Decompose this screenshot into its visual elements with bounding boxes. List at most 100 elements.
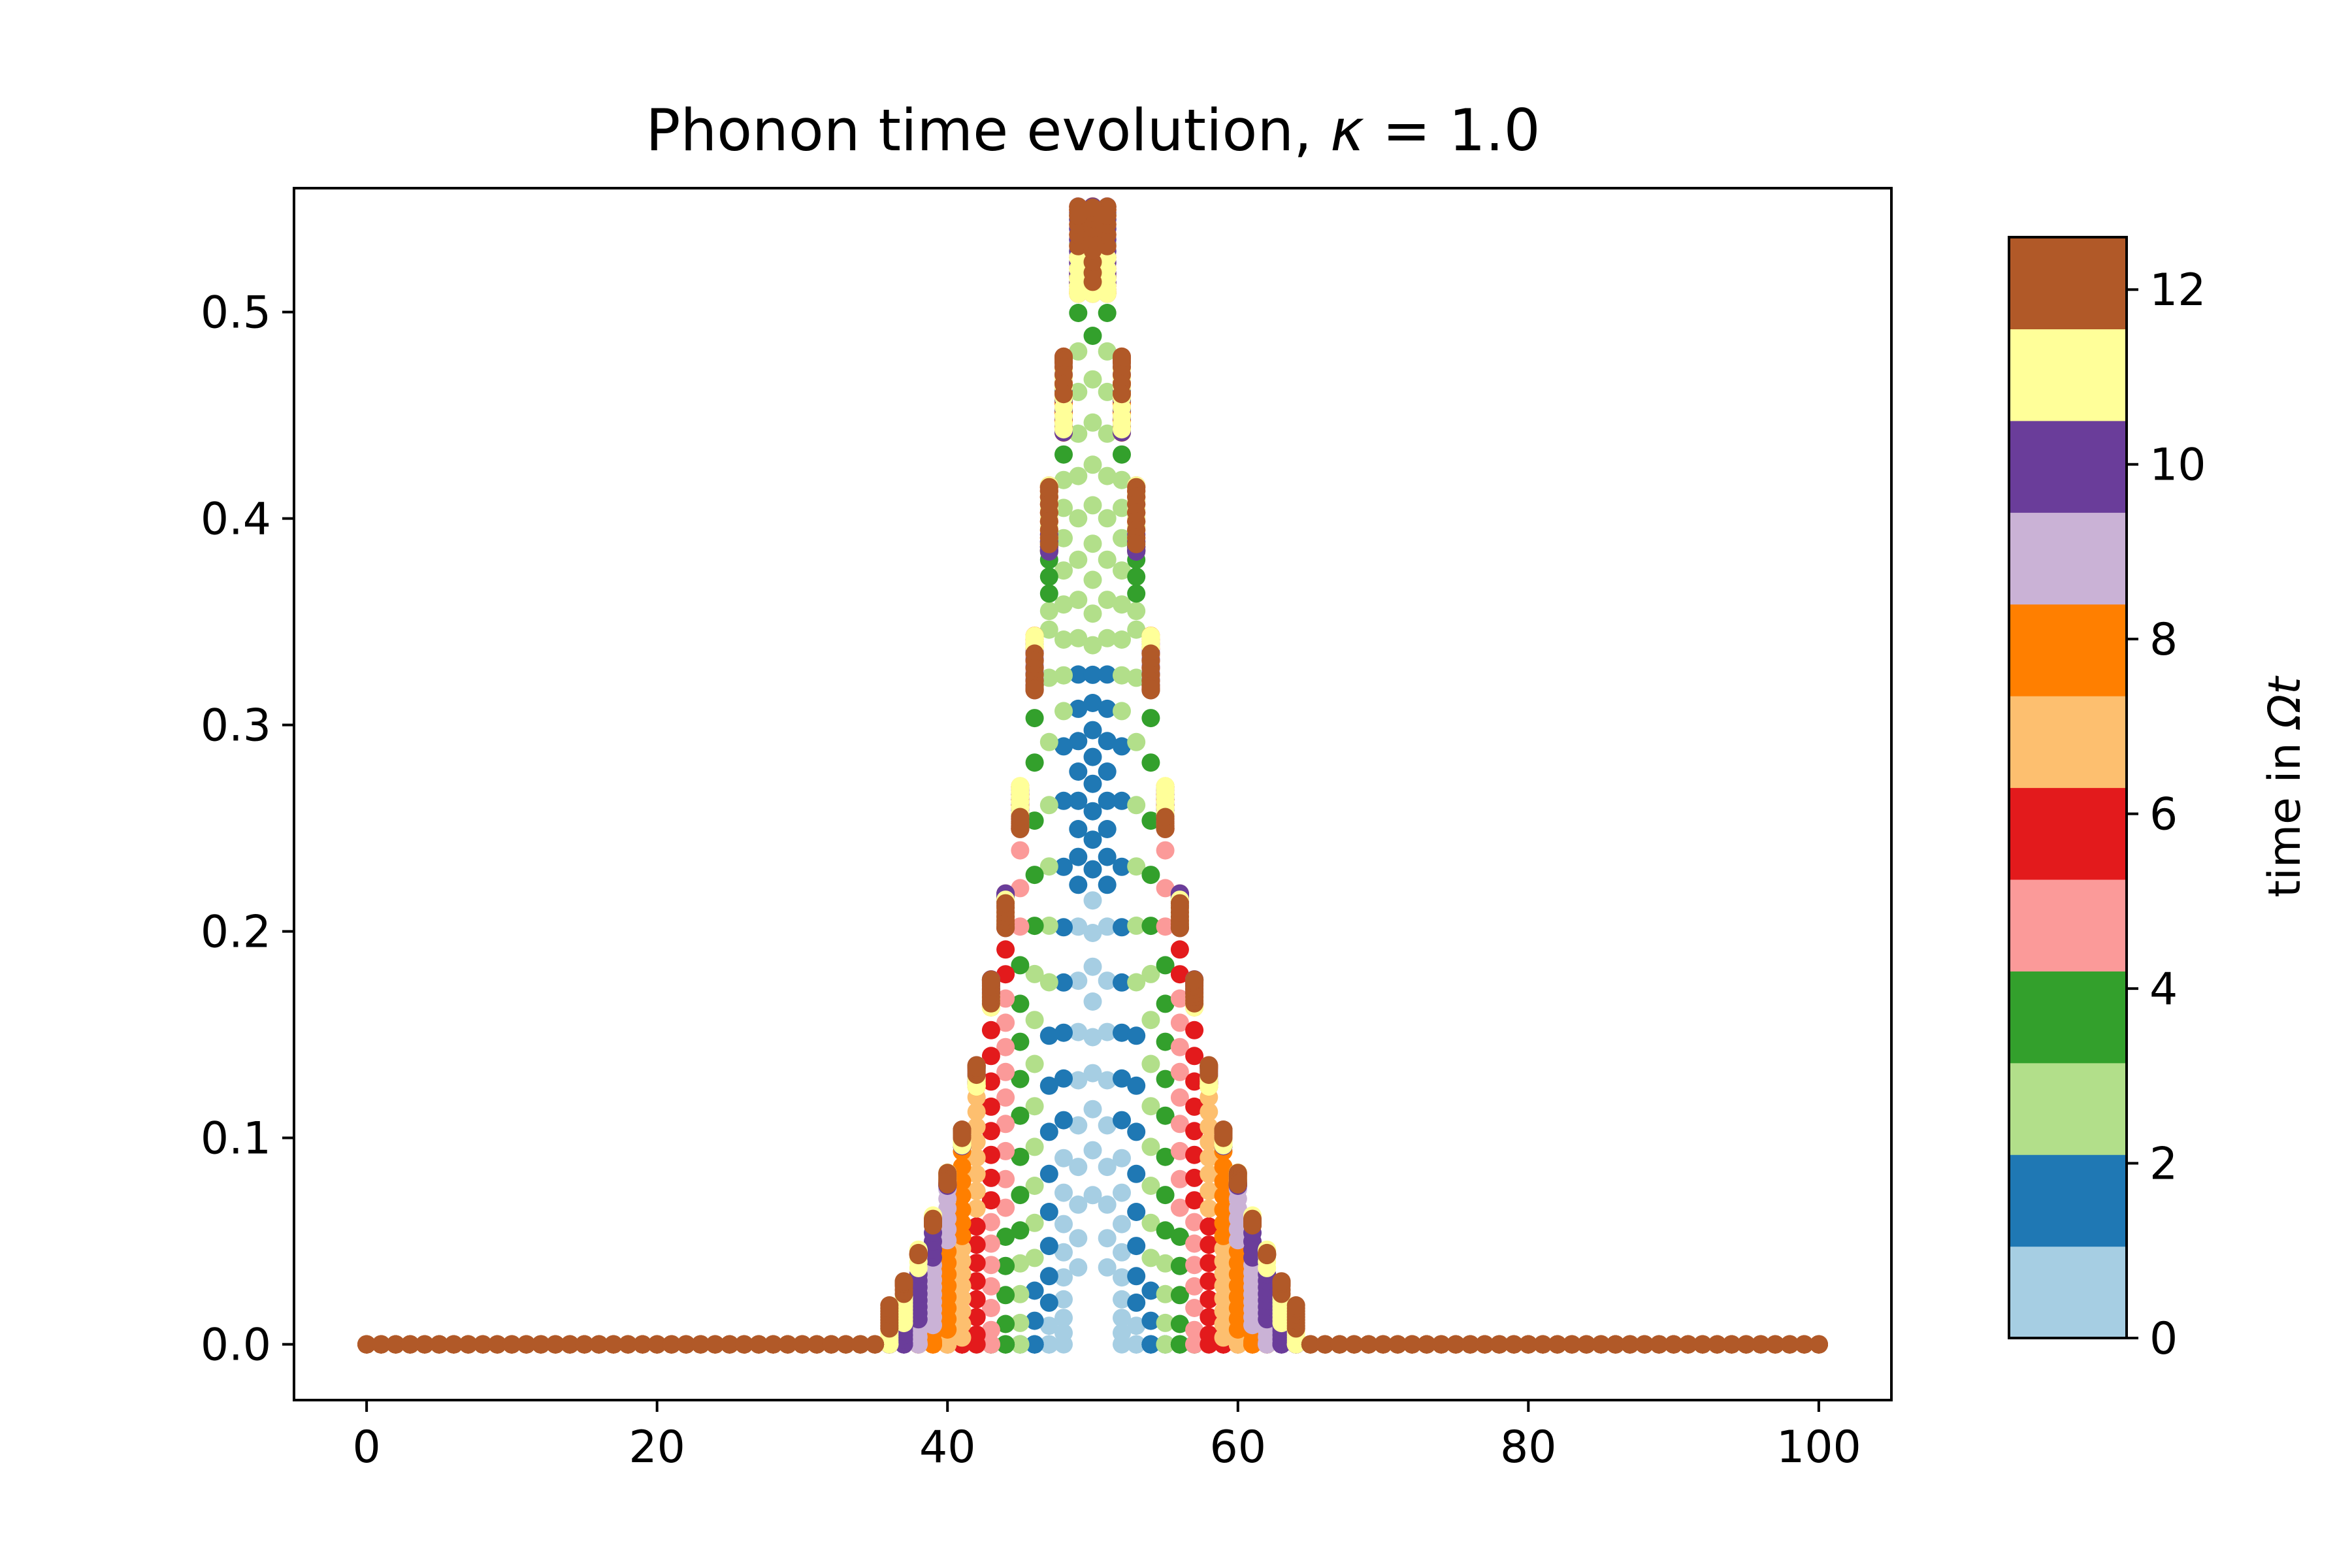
data-point bbox=[1025, 866, 1044, 885]
data-point bbox=[1025, 1311, 1044, 1330]
data-point bbox=[1156, 1254, 1175, 1273]
data-point bbox=[996, 1198, 1015, 1217]
data-point bbox=[1170, 1198, 1189, 1217]
data-point bbox=[1054, 1268, 1073, 1287]
data-point bbox=[1011, 1284, 1030, 1303]
data-point bbox=[1039, 916, 1058, 935]
data-point bbox=[1170, 1169, 1189, 1188]
data-point bbox=[1185, 1122, 1204, 1141]
data-point bbox=[1141, 1137, 1160, 1156]
data-point bbox=[1113, 498, 1131, 517]
data-point bbox=[1083, 721, 1102, 740]
data-point bbox=[1054, 973, 1073, 992]
data-point bbox=[1098, 466, 1117, 485]
data-point bbox=[1054, 737, 1073, 756]
data-point bbox=[1141, 917, 1160, 936]
data-point bbox=[1039, 1164, 1058, 1183]
data-point bbox=[1200, 1272, 1218, 1291]
data-point bbox=[1156, 1106, 1175, 1125]
data-point bbox=[1069, 917, 1088, 936]
data-point bbox=[1185, 1277, 1204, 1296]
data-point bbox=[1141, 1177, 1160, 1195]
data-point bbox=[1098, 304, 1117, 322]
data-point bbox=[1025, 1281, 1044, 1300]
data-point bbox=[981, 1122, 1000, 1141]
data-point bbox=[1127, 916, 1146, 935]
data-point bbox=[996, 1013, 1015, 1032]
data-point bbox=[1011, 1313, 1030, 1332]
data-point bbox=[1098, 550, 1117, 569]
data-point bbox=[1069, 382, 1088, 401]
data-point bbox=[996, 965, 1015, 984]
data-point bbox=[1039, 1335, 1058, 1354]
data-point bbox=[1170, 1315, 1189, 1333]
data-point bbox=[1054, 1149, 1073, 1168]
data-point bbox=[1083, 496, 1102, 515]
data-point bbox=[1170, 1228, 1189, 1246]
data-point bbox=[1185, 1234, 1204, 1253]
data-point bbox=[1200, 1325, 1218, 1344]
data-point bbox=[1185, 1072, 1204, 1091]
data-point bbox=[1156, 879, 1175, 898]
data-point bbox=[1083, 860, 1102, 879]
data-point bbox=[1156, 1284, 1175, 1303]
data-point bbox=[1083, 455, 1102, 474]
data-point bbox=[1069, 820, 1088, 838]
data-point bbox=[1025, 964, 1044, 983]
data-point bbox=[1156, 1032, 1175, 1051]
data-point bbox=[1054, 1309, 1073, 1328]
data-point bbox=[1039, 732, 1058, 751]
data-point bbox=[1127, 973, 1146, 992]
data-point bbox=[1069, 1022, 1088, 1041]
data-point bbox=[1141, 1281, 1160, 1300]
data-point bbox=[1025, 1137, 1044, 1156]
data-point bbox=[1054, 445, 1073, 464]
data-point bbox=[1156, 1313, 1175, 1332]
data-point bbox=[1098, 917, 1117, 936]
data-point bbox=[1069, 762, 1088, 781]
data-point bbox=[981, 1191, 1000, 1210]
data-point bbox=[1156, 1070, 1175, 1088]
data-point bbox=[1113, 1069, 1131, 1088]
data-point bbox=[1054, 666, 1073, 685]
data-point bbox=[1039, 1122, 1058, 1141]
data-point bbox=[1069, 875, 1088, 894]
data-point bbox=[1039, 1076, 1058, 1095]
data-point bbox=[1156, 1147, 1175, 1166]
data-point bbox=[1127, 1026, 1146, 1045]
data-point bbox=[1098, 762, 1117, 781]
data-point bbox=[1200, 1235, 1218, 1254]
data-point bbox=[1170, 940, 1189, 959]
data-point bbox=[1200, 1254, 1218, 1273]
data-point bbox=[1185, 1097, 1204, 1116]
data-point bbox=[1011, 1106, 1030, 1125]
data-point bbox=[981, 1256, 1000, 1275]
data-point bbox=[1113, 470, 1131, 489]
data-point bbox=[1156, 1335, 1175, 1354]
data-point bbox=[1127, 1164, 1146, 1183]
data-point bbox=[1200, 1290, 1218, 1309]
data-point bbox=[1200, 1308, 1218, 1326]
data-point bbox=[1083, 665, 1102, 684]
data-point bbox=[1170, 1088, 1189, 1107]
data-point bbox=[1025, 1213, 1044, 1232]
data-point bbox=[996, 1335, 1015, 1354]
data-point bbox=[1025, 917, 1044, 936]
data-point bbox=[1069, 791, 1088, 810]
data-point bbox=[1156, 994, 1175, 1013]
data-point bbox=[1098, 342, 1117, 361]
data-point bbox=[1098, 1229, 1117, 1248]
data-point bbox=[1083, 747, 1102, 766]
data-point bbox=[1113, 1309, 1131, 1328]
data-point bbox=[1039, 1237, 1058, 1256]
data-point bbox=[1170, 1256, 1189, 1275]
chart-title-text: Phonon time evolution, bbox=[645, 97, 1330, 164]
data-point bbox=[1069, 972, 1088, 990]
data-point bbox=[1098, 509, 1117, 528]
data-point bbox=[1127, 1293, 1146, 1312]
data-point bbox=[1083, 891, 1102, 910]
data-point bbox=[1039, 567, 1058, 586]
data-point bbox=[1127, 1267, 1146, 1286]
data-point bbox=[1113, 666, 1131, 685]
